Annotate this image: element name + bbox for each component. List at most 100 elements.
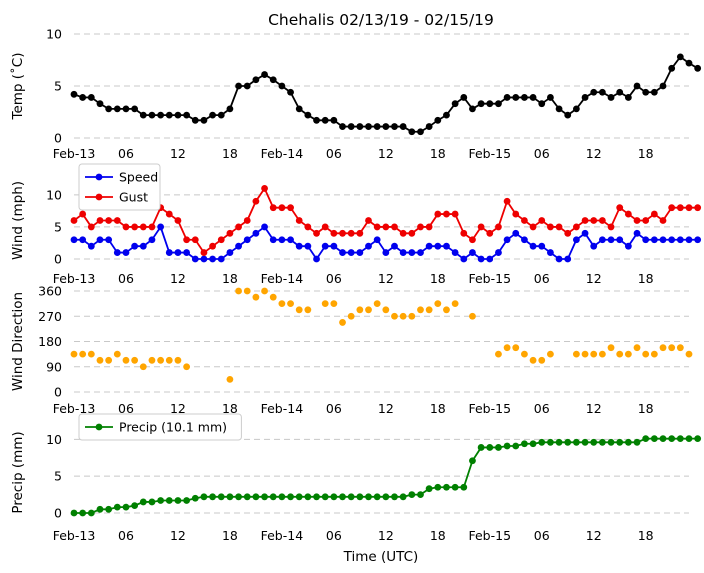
temp-data-point [443,111,450,119]
precip-data-point [564,438,572,446]
wind-y-axis-label: Wind (mph) [10,181,26,260]
temp-data-point [373,123,381,130]
wind-data-point [122,249,130,256]
wind-data-point [278,204,286,212]
temp-data-point [252,76,260,84]
wind-data-point [252,229,260,237]
wind-data-point [321,223,329,231]
temp-data-point [287,88,294,96]
wind-data-point [633,217,641,224]
wind-data-point [443,242,450,250]
precip-data-point [209,493,216,501]
wind-data-point [469,249,476,256]
wind-legend: Speed Gust [78,163,161,211]
dir-data-point [122,356,130,364]
temp-data-point [347,123,355,130]
temp-data-point [685,59,693,67]
dir-data-point [391,312,398,320]
x-axis-label: Time (UTC) [343,549,419,565]
precip-data-point [668,435,676,443]
wind-data-point [382,249,390,256]
dir-data-point [538,356,546,364]
temp-data-point [87,94,95,101]
temp-x-tick-label: Feb-15 [468,146,511,161]
dir-series-direction [70,287,693,383]
dir-data-point [547,350,554,358]
wind-data-point [269,236,277,244]
panel-dir: 0 90 180 270 360 Wind Direction Feb-13 06 12 18 Fe… [10,284,693,416]
temp-y-tick-label: 0 [54,131,62,146]
dir-data-point [261,287,268,295]
precip-data-point [590,438,598,446]
wind-x-tick-label: Feb-14 [261,271,304,286]
wind-data-point [555,255,563,263]
temp-data-point [113,105,121,113]
temp-data-point [209,111,216,119]
wind-data-point [668,236,676,244]
dir-data-point [642,350,650,358]
dir-data-point [365,306,372,314]
wind-data-point [391,223,398,231]
precip-data-point [451,483,459,491]
precip-legend: Precip (10.1 mm) [78,413,242,441]
wind-data-point [96,217,104,224]
wind-data-point [399,229,407,237]
dir-data-point [417,306,424,314]
wind-data-point [694,236,702,244]
wind-data-point [295,217,303,224]
dir-data-point [373,300,381,308]
dir-data-point [96,356,104,364]
dir-data-point [512,344,520,352]
wind-data-point [391,242,398,250]
temp-x-tick-label: 12 [586,146,602,161]
dir-data-point [529,356,537,364]
wind-data-point [174,217,182,224]
wind-data-point [174,249,182,256]
wind-data-point [443,210,450,218]
precip-x-tick-label: 18 [222,528,238,543]
wind-data-point [616,236,624,244]
wind-data-point [529,223,537,231]
temp-series-temp [70,53,702,136]
dir-data-point [269,293,277,301]
wind-data-point [105,217,113,224]
wind-data-point [676,236,684,244]
precip-data-point [382,493,390,501]
wind-y-tick-label: 0 [54,252,62,267]
precip-data-point [122,503,130,511]
wind-data-point [451,210,459,218]
dir-data-point [304,306,312,314]
wind-data-point [339,249,346,256]
temp-data-point [451,100,459,108]
wind-data-point [607,223,615,231]
dir-data-point [347,312,355,320]
wind-data-point [96,236,104,244]
precip-data-point [555,438,563,446]
temp-data-point [131,105,139,113]
dir-data-point [443,306,450,314]
dir-data-point [243,287,251,295]
temp-data-point [616,88,624,96]
precip-data-point [676,435,684,443]
temp-x-tick-label: Feb-14 [261,146,304,161]
temp-data-point [676,53,684,61]
dir-x-tick-label: 06 [326,401,342,416]
precip-data-point [460,483,468,491]
precip-x-tick-label: 18 [638,528,654,543]
precip-data-point [529,440,537,448]
precip-x-tick-label: 18 [430,528,446,543]
dir-y-tick-label: 180 [38,334,62,349]
wind-data-point [659,217,667,224]
dir-data-point [70,350,78,358]
panel-precip: 0 5 10 Precip (mm) Feb-13 06 12 18 Feb-14 06 12 18 F… [10,413,702,543]
precip-data-point [659,435,667,443]
temp-x-tick-label: 18 [638,146,654,161]
dir-data-point [659,344,667,352]
wind-legend-label: Speed [119,170,158,185]
wind-data-point [572,223,580,231]
wind-data-point [417,249,424,256]
dir-y-tick-label: 360 [38,284,62,299]
temp-data-point [165,111,173,119]
temp-data-point [538,100,546,108]
precip-data-point [252,493,260,501]
